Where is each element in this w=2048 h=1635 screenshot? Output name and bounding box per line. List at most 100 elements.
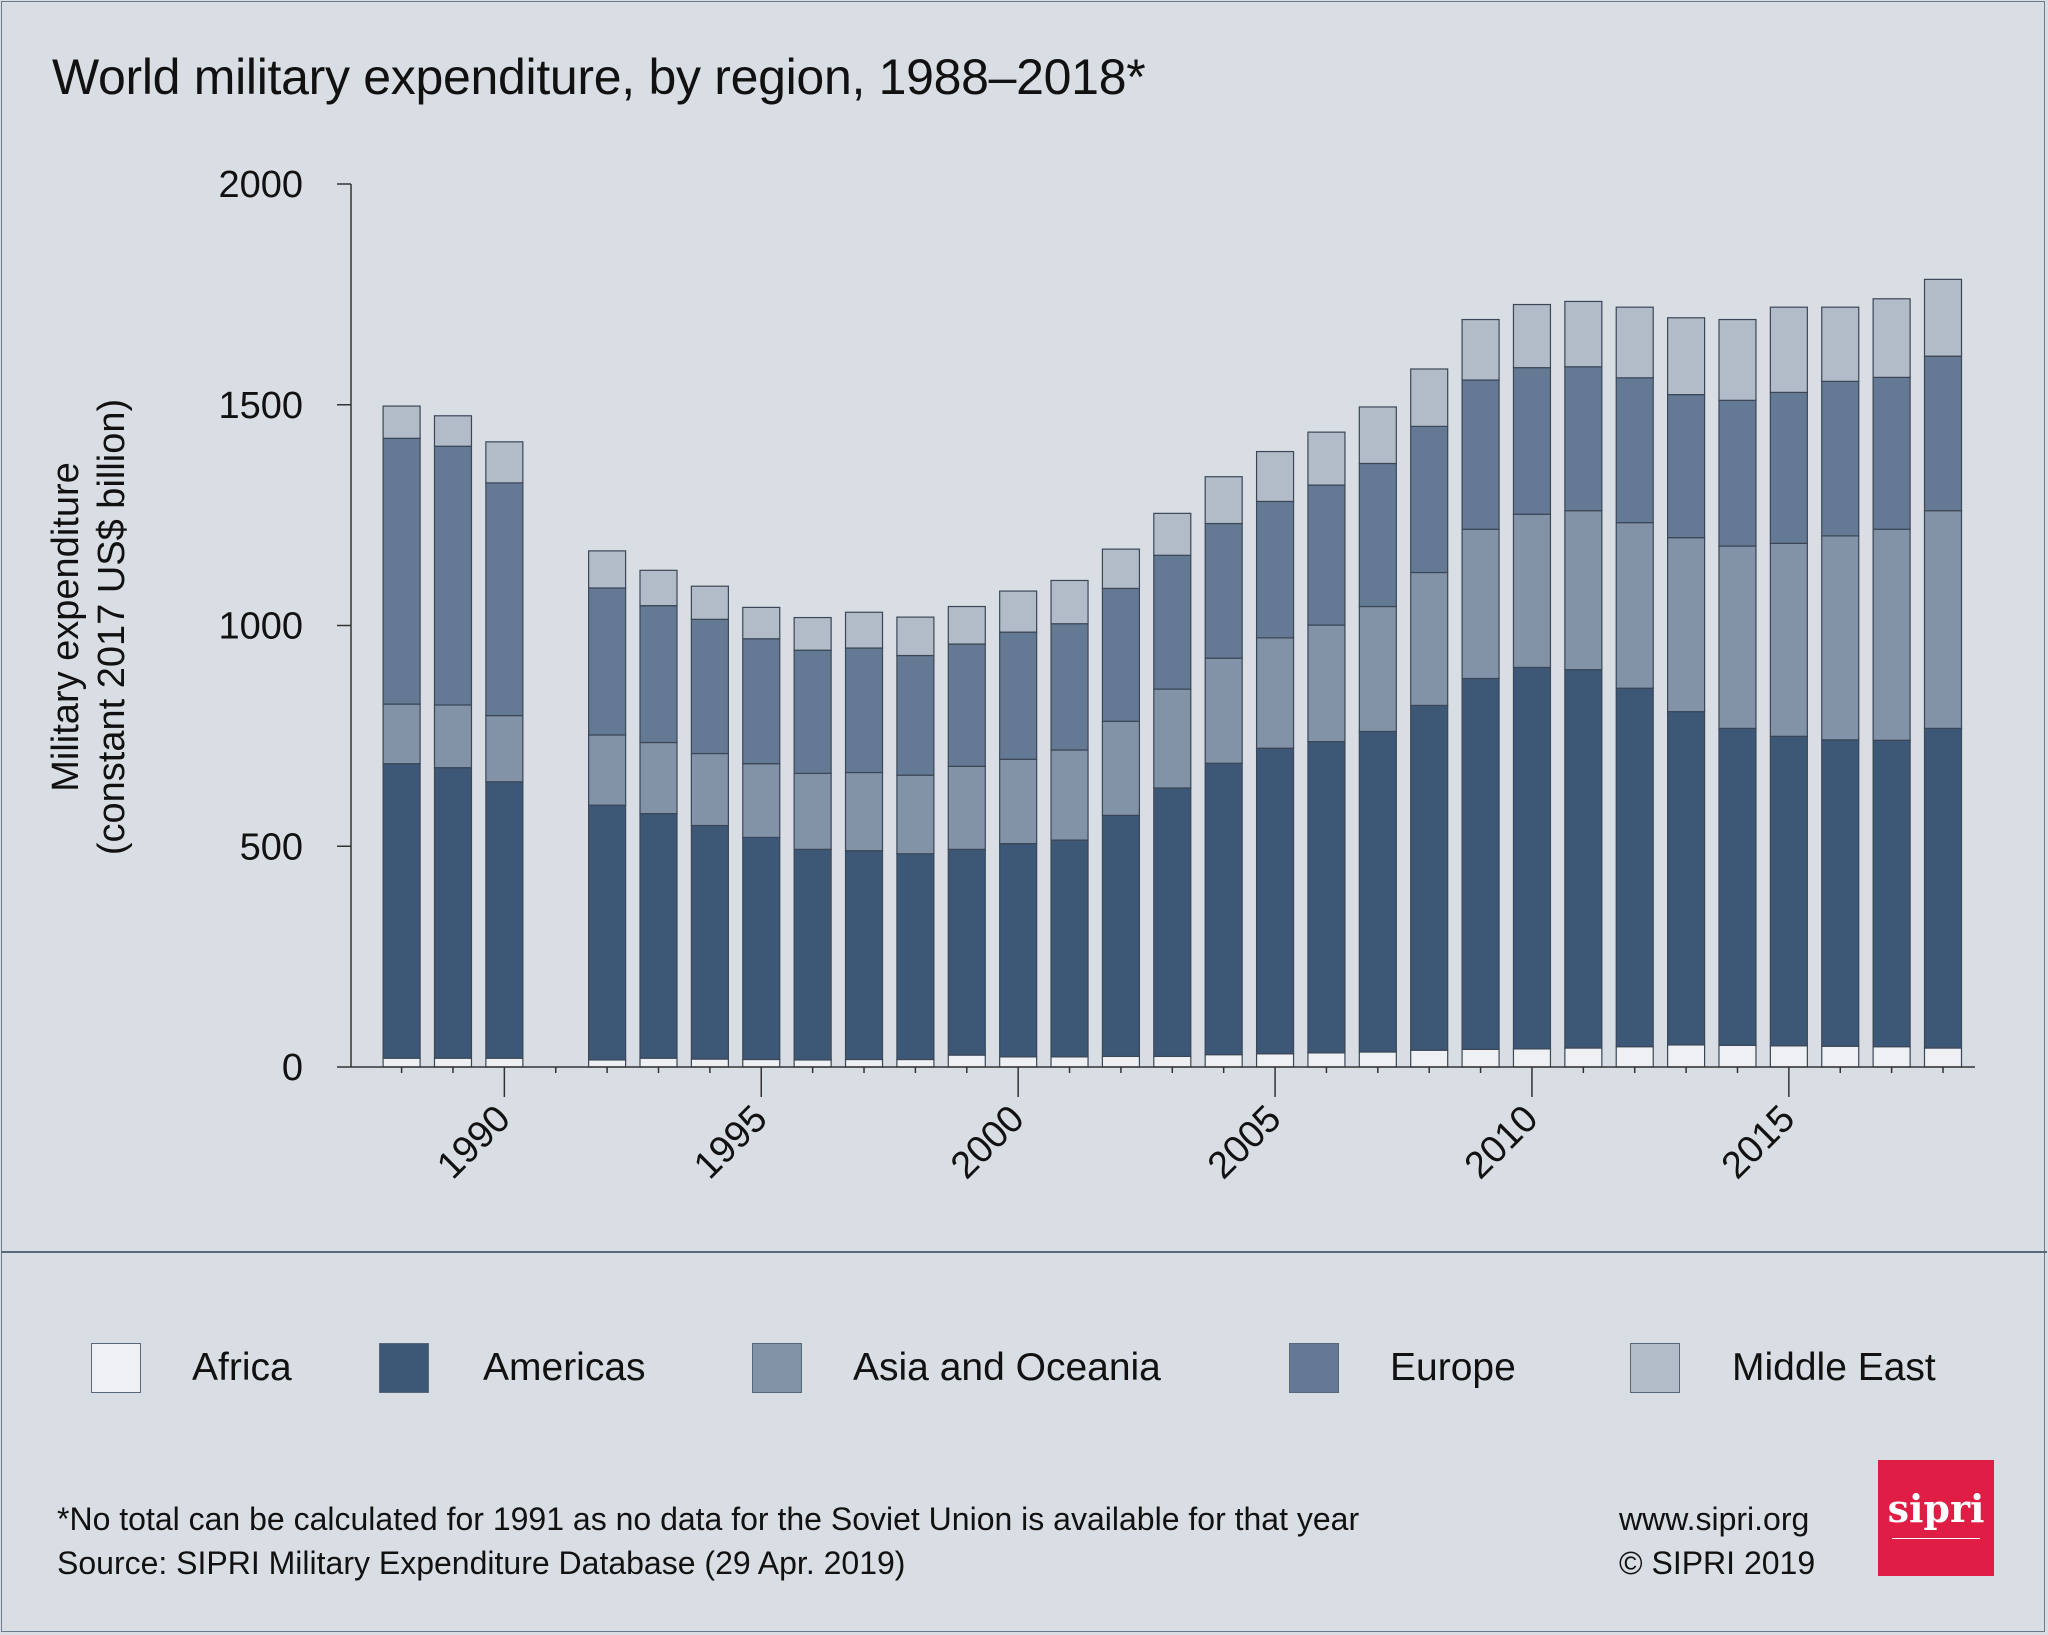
legend-item-asia-and-oceania: Asia and Oceania (752, 1342, 1161, 1394)
bar-europe-2003 (1153, 554, 1192, 690)
bar-europe-1995 (742, 638, 781, 765)
bar-asia-and-oceania-1990 (485, 714, 524, 783)
bar-asia-and-oceania-1993 (639, 741, 678, 815)
bar-africa-1996 (793, 1059, 832, 1068)
bar-asia-and-oceania-2010 (1512, 513, 1552, 669)
bar-asia-and-oceania-2002 (1101, 720, 1141, 816)
bar-middle-east-2003 (1153, 512, 1192, 556)
bar-americas-2005 (1255, 747, 1295, 1055)
bar-asia-and-oceania-1998 (896, 774, 935, 855)
bar-asia-and-oceania-2005 (1255, 637, 1295, 749)
legend-swatch (1630, 1343, 1680, 1393)
bar-americas-1989 (433, 767, 473, 1059)
bar-africa-2002 (1101, 1055, 1141, 1068)
y-tick-label-500: 500 (240, 826, 303, 868)
bar-europe-1993 (639, 605, 678, 744)
bar-americas-1998 (896, 853, 935, 1061)
bar-middle-east-1997 (844, 611, 884, 649)
bar-middle-east-1992 (588, 550, 627, 589)
legend-swatch (379, 1343, 429, 1393)
bar-middle-east-1999 (947, 605, 986, 645)
bar-middle-east-2006 (1307, 431, 1346, 486)
bar-asia-and-oceania-1995 (742, 763, 781, 839)
bar-middle-east-2004 (1204, 476, 1243, 525)
bar-middle-east-1996 (793, 616, 832, 651)
bar-asia-and-oceania-1996 (793, 772, 832, 850)
x-tick-label-1990: 1990 (429, 1098, 518, 1187)
bar-middle-east-1990 (485, 441, 524, 484)
y-tick-label-1500: 1500 (218, 385, 303, 427)
bar-americas-2008 (1410, 704, 1449, 1051)
y-tick-label-0: 0 (282, 1047, 303, 1089)
y-axis-title: Military expenditure (45, 462, 87, 791)
bar-americas-2014 (1718, 727, 1757, 1046)
bar-europe-1998 (896, 654, 935, 776)
bar-americas-2016 (1821, 739, 1860, 1047)
bar-middle-east-2002 (1101, 548, 1141, 590)
bar-asia-and-oceania-2014 (1718, 545, 1757, 729)
legend-label: Americas (483, 1346, 646, 1389)
bar-europe-2017 (1872, 376, 1911, 530)
bar-europe-2011 (1564, 366, 1603, 512)
sipri-logo: sipri (1878, 1460, 1994, 1576)
x-tick-label-1995: 1995 (686, 1098, 775, 1187)
bar-africa-2016 (1821, 1045, 1860, 1068)
legend-label: Middle East (1732, 1346, 1936, 1389)
bar-middle-east-2001 (1050, 579, 1089, 625)
bar-africa-2017 (1872, 1046, 1911, 1068)
bar-africa-1999 (947, 1054, 986, 1068)
bar-middle-east-2009 (1461, 318, 1500, 381)
bar-europe-2007 (1358, 462, 1397, 608)
bar-middle-east-1993 (639, 569, 678, 607)
bar-europe-1999 (947, 643, 986, 767)
bar-middle-east-1995 (742, 606, 781, 640)
bar-europe-2008 (1410, 425, 1449, 574)
legend-swatch (91, 1343, 141, 1393)
bar-americas-2010 (1512, 666, 1552, 1050)
bar-africa-2001 (1050, 1056, 1089, 1068)
y-tick-label-2000: 2000 (218, 164, 303, 206)
bar-americas-2006 (1307, 741, 1346, 1054)
bar-asia-and-oceania-1994 (690, 752, 729, 827)
copyright: © SIPRI 2019 (1619, 1545, 1816, 1581)
footnote: *No total can be calculated for 1991 as … (57, 1501, 1360, 1537)
bar-asia-and-oceania-2013 (1666, 537, 1706, 713)
bar-americas-2001 (1050, 839, 1089, 1058)
bar-africa-1988 (382, 1057, 421, 1068)
bar-americas-2017 (1872, 739, 1911, 1048)
bar-americas-2009 (1461, 677, 1500, 1050)
x-tick-label-2010: 2010 (1457, 1098, 1546, 1187)
bar-middle-east-1988 (382, 405, 421, 439)
bar-middle-east-2014 (1718, 318, 1757, 401)
bar-africa-2015 (1769, 1045, 1808, 1068)
bar-americas-2000 (999, 843, 1038, 1058)
bar-middle-east-1998 (896, 616, 935, 657)
bar-americas-2002 (1101, 814, 1141, 1058)
bar-europe-2004 (1204, 522, 1243, 659)
bar-africa-1994 (690, 1058, 729, 1068)
bar-americas-1990 (485, 781, 524, 1059)
legend-label: Europe (1390, 1346, 1516, 1389)
bar-europe-2010 (1512, 367, 1552, 515)
bar-europe-2016 (1821, 380, 1860, 537)
bar-africa-2003 (1153, 1055, 1192, 1068)
bar-asia-and-oceania-2015 (1769, 542, 1808, 737)
bar-asia-and-oceania-1989 (433, 704, 473, 769)
bar-americas-2011 (1564, 669, 1603, 1049)
bar-asia-and-oceania-2003 (1153, 688, 1192, 789)
bar-americas-1997 (844, 850, 884, 1061)
bar-europe-1988 (382, 437, 421, 705)
bar-africa-1992 (588, 1059, 627, 1068)
website-link[interactable]: www.sipri.org (1619, 1501, 1810, 1537)
bar-americas-1992 (588, 804, 627, 1061)
bar-africa-2006 (1307, 1052, 1346, 1068)
bar-africa-2012 (1615, 1046, 1654, 1068)
legend-label: Africa (192, 1346, 292, 1389)
legend-item-americas: Americas (379, 1342, 646, 1394)
bar-americas-2018 (1923, 727, 1963, 1049)
bar-europe-1996 (793, 649, 832, 775)
bar-africa-2005 (1255, 1053, 1295, 1068)
bar-europe-2000 (999, 631, 1038, 760)
bar-europe-2001 (1050, 623, 1089, 751)
